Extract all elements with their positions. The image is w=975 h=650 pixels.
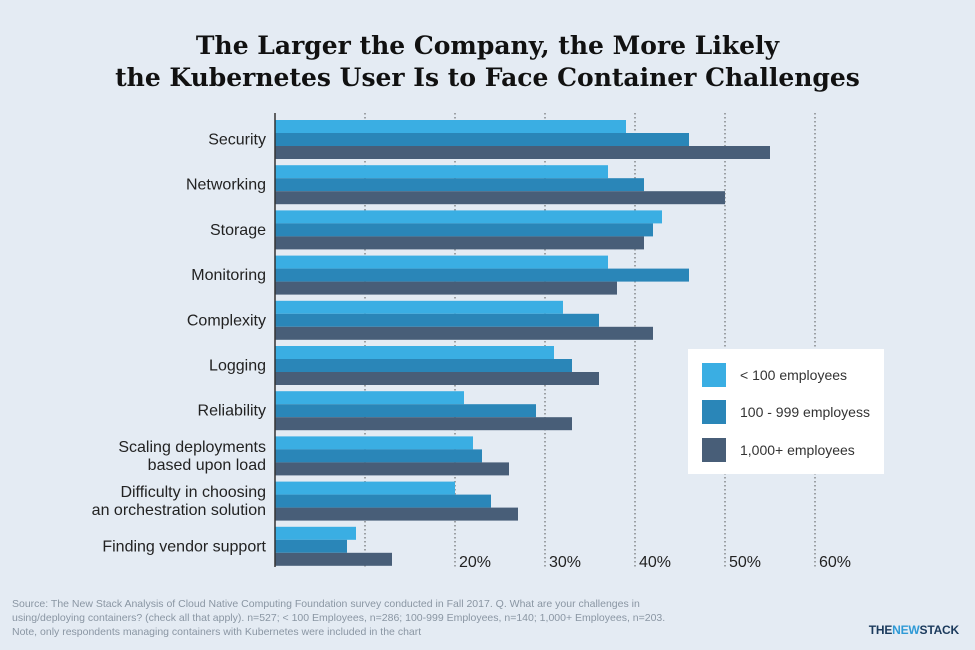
bar: [275, 494, 491, 508]
brand-logo: THENEWSTACK: [869, 623, 959, 637]
chart-title-line-1: The Larger the Company, the More Likely: [195, 31, 780, 60]
category-label: based upon load: [148, 457, 266, 474]
bar: [275, 191, 725, 205]
category-label: Complexity: [187, 312, 266, 329]
legend-label-small: < 100 employees: [740, 367, 848, 383]
bar: [275, 552, 392, 566]
legend-swatch-medium: [702, 400, 726, 424]
bar: [275, 481, 455, 495]
tick-label: 30%: [549, 554, 581, 571]
legend-item-large: 1,000+ employees: [702, 438, 855, 462]
category-label: Storage: [210, 222, 266, 239]
chart-title-line-2: the Kubernetes User Is to Face Container…: [115, 63, 860, 92]
category-label: Logging: [209, 358, 266, 375]
bar: [275, 178, 644, 192]
legend-swatch-large: [702, 438, 726, 462]
legend-item-medium: 100 - 999 employess: [702, 400, 870, 424]
tick-label: 40%: [639, 554, 671, 571]
bars: [275, 120, 770, 566]
category-label: Finding vendor support: [102, 538, 266, 555]
bar: [275, 526, 356, 540]
bar: [275, 223, 653, 237]
bar: [275, 236, 644, 250]
bar: [275, 146, 770, 159]
bar: [275, 120, 626, 133]
bar: [275, 462, 509, 476]
category-label: an orchestration solution: [92, 502, 266, 519]
source-line-3: Note, only respondents managing containe…: [12, 626, 422, 638]
bar: [275, 281, 617, 295]
legend-swatch-small: [702, 363, 726, 387]
bar: [275, 372, 599, 385]
brand-logo-part-2: NEW: [892, 623, 920, 637]
bar: [275, 268, 689, 282]
bar: [275, 326, 653, 340]
bar: [275, 133, 689, 146]
category-label: Scaling deployments: [118, 439, 266, 456]
bar: [275, 313, 599, 327]
bar: [275, 404, 536, 418]
bar: [275, 507, 518, 521]
brand-logo-part-1: THE: [868, 623, 893, 637]
tick-label: 20%: [459, 554, 491, 571]
category-label: Difficulty in choosing: [120, 484, 266, 501]
tick-labels: 20% 30% 40% 50% 60%: [459, 554, 851, 571]
legend-item-small: < 100 employees: [702, 363, 847, 387]
legend: < 100 employees 100 - 999 employess 1,00…: [688, 349, 884, 474]
category-label: Monitoring: [191, 267, 266, 284]
bar: [275, 436, 473, 450]
bar: [275, 359, 572, 372]
tick-label: 60%: [819, 554, 851, 571]
source-note: Source: The New Stack Analysis of Cloud …: [12, 597, 772, 639]
bar: [275, 391, 464, 405]
category-label: Reliability: [198, 403, 266, 420]
legend-label-medium: 100 - 999 employess: [740, 404, 870, 420]
tick-label: 50%: [729, 554, 761, 571]
bar: [275, 300, 563, 314]
bar: [275, 346, 554, 359]
bar: [275, 449, 482, 463]
bar: [275, 539, 347, 553]
bar: [275, 417, 572, 431]
source-line-2: using/deploying containers? (check all t…: [12, 612, 666, 624]
category-label: Security: [208, 132, 266, 149]
category-labels: Security Networking Storage Monitoring Compl…: [92, 132, 267, 556]
brand-logo-part-3: STACK: [919, 623, 960, 637]
source-line-1: Source: The New Stack Analysis of Cloud …: [12, 598, 640, 610]
bar: [275, 255, 608, 269]
category-label: Networking: [186, 177, 266, 194]
chart-title: The Larger the Company, the More Likely …: [0, 30, 975, 94]
legend-label-large: 1,000+ employees: [740, 442, 855, 458]
bar: [275, 165, 608, 179]
bar: [275, 210, 662, 224]
